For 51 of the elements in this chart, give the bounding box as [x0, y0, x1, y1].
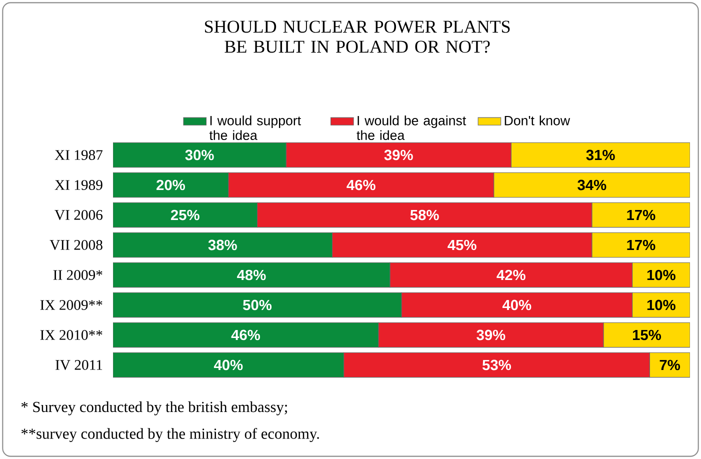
- data-label: 58%: [410, 210, 439, 220]
- text: * Survey conducted by the british embassy;: [21, 401, 287, 416]
- data-label: 39%: [476, 330, 506, 340]
- data-label: 17%: [627, 240, 656, 250]
- data-label: 30%: [185, 150, 214, 160]
- y-tick-label: II 2009*: [53, 270, 102, 280]
- data-label: 39%: [384, 150, 413, 160]
- bar: [113, 292, 402, 318]
- data-label: 40%: [502, 300, 532, 310]
- legend-label: Don't know: [504, 116, 570, 126]
- bar: [603, 322, 690, 348]
- y-tick-label: XI 1989: [54, 180, 102, 190]
- data-label: 40%: [214, 360, 243, 370]
- data-label: 46%: [231, 330, 260, 340]
- bar: [113, 142, 286, 168]
- data-label: 45%: [448, 240, 476, 250]
- bar: [113, 232, 333, 258]
- text: **survey conducted by the ministry of economy.: [21, 428, 319, 442]
- y-tick-label: IV 2011: [56, 360, 102, 370]
- data-label: 48%: [237, 270, 266, 280]
- bar: [494, 172, 690, 198]
- bar: [113, 352, 344, 378]
- data-label: 34%: [578, 180, 606, 190]
- legend-label: I would be against the idea: [356, 116, 466, 140]
- data-label: 38%: [208, 240, 237, 250]
- y-tick-label: VI 2006: [54, 210, 103, 220]
- bar: [113, 262, 390, 288]
- data-label: 10%: [647, 300, 676, 310]
- data-label: 7%: [660, 360, 680, 370]
- data-label: 42%: [496, 270, 526, 280]
- bar: [592, 232, 690, 258]
- data-label: 25%: [170, 210, 200, 220]
- bar: [113, 322, 379, 348]
- data-label: 53%: [482, 360, 511, 370]
- data-label: 15%: [632, 330, 662, 340]
- data-label: 31%: [586, 150, 615, 160]
- y-tick-label: VII 2008: [50, 240, 102, 250]
- data-label: 50%: [243, 300, 272, 310]
- y-tick-label: IX 2010**: [40, 330, 102, 340]
- data-label: 20%: [156, 180, 185, 190]
- y-tick-label: XI 1987: [54, 150, 103, 160]
- bar: [113, 172, 229, 198]
- bar: [592, 202, 690, 228]
- y-tick-label: IX 2009**: [40, 300, 102, 310]
- data-label: 10%: [647, 270, 676, 280]
- data-label: 46%: [346, 180, 376, 190]
- bar: [510, 142, 690, 168]
- legend-label: I would support the idea: [209, 116, 301, 140]
- bar: [113, 202, 258, 228]
- data-label: 17%: [627, 210, 656, 220]
- chart-title: SHOULD NUCLEAR POWER PLANTS BE BUILT IN POLAND OR NOT?: [205, 20, 510, 53]
